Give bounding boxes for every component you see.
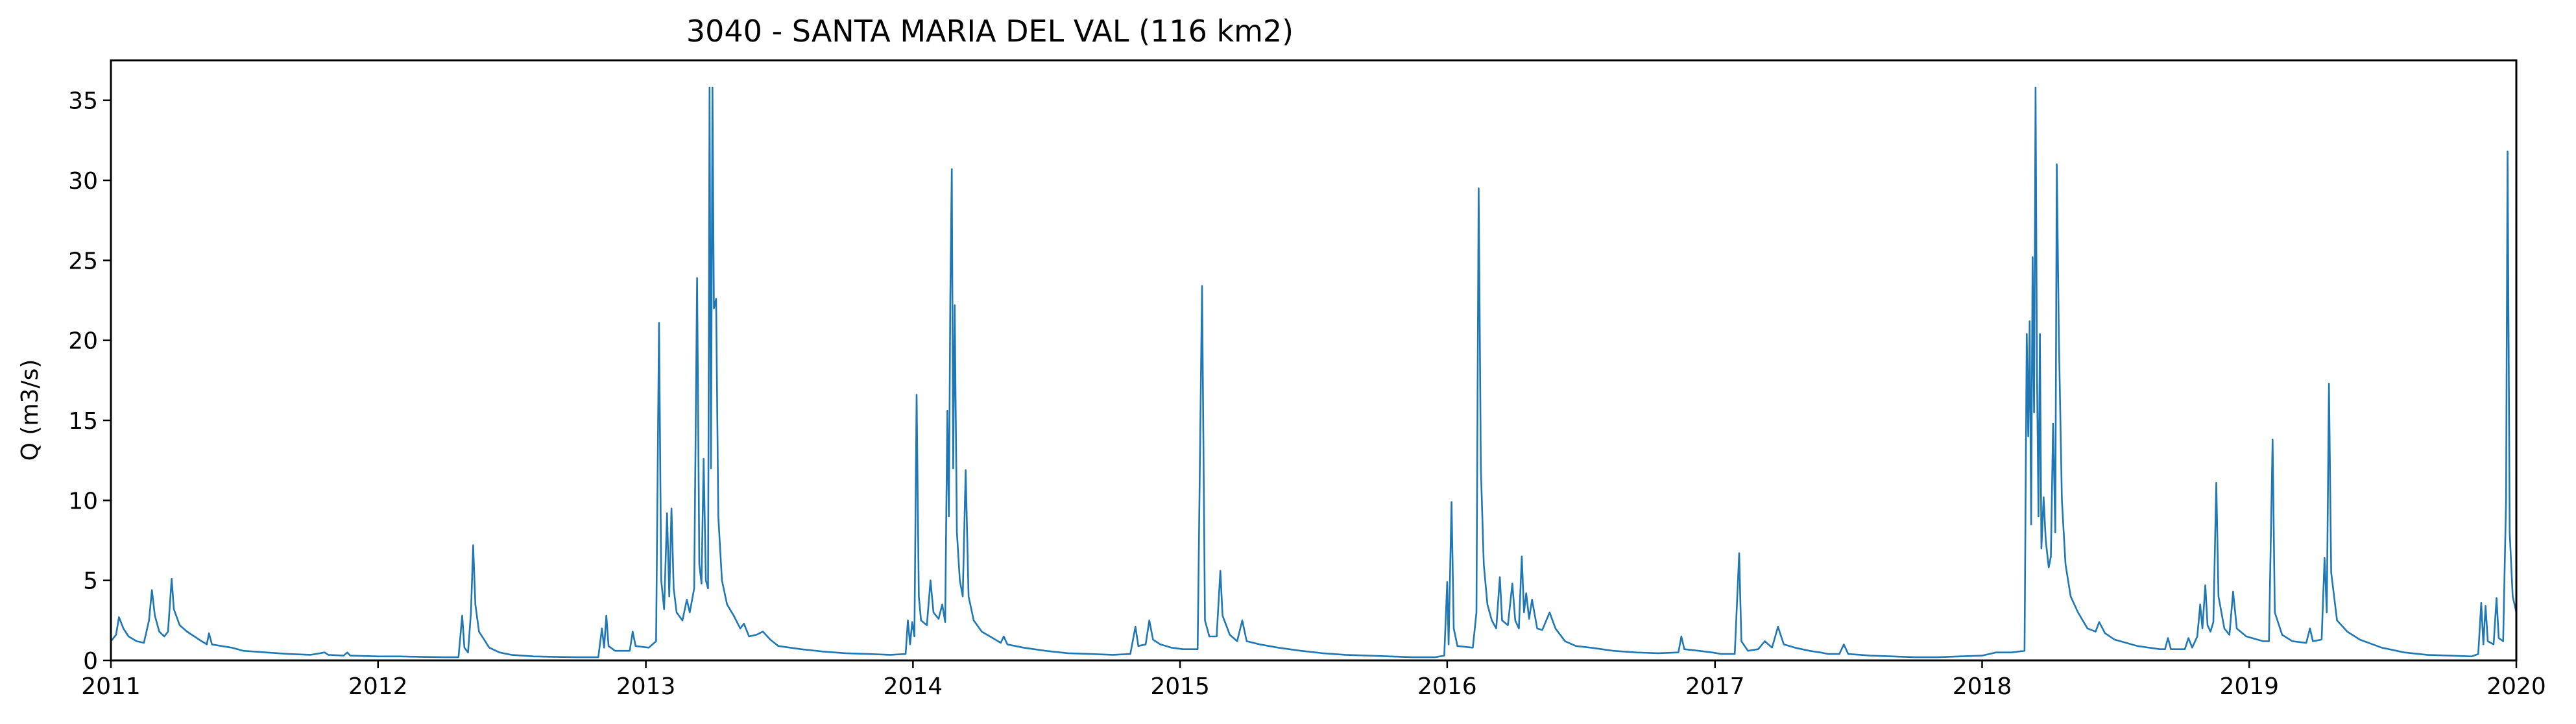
y-tick-label: 0 (83, 648, 98, 675)
x-tick-label: 2018 (1953, 673, 2012, 700)
x-tick-label: 2015 (1150, 673, 1210, 700)
x-tick-label: 2012 (348, 673, 408, 700)
x-tick-label: 2017 (1685, 673, 1745, 700)
y-tick-label: 10 (68, 488, 98, 514)
series-line-0 (111, 88, 2516, 657)
y-tick-label: 20 (68, 328, 98, 355)
x-tick-label: 2014 (884, 673, 943, 700)
y-axis: 0 5 10 15 20 25 30 35 (68, 88, 111, 675)
y-tick-label: 25 (68, 248, 98, 274)
x-tick-label: 2016 (1417, 673, 1477, 700)
plot-area (111, 88, 2516, 657)
chart-title: 3040 - SANTA MARIA DEL VAL (116 km2) (686, 14, 1294, 49)
x-tick-label: 2020 (2486, 673, 2546, 700)
y-tick-label: 30 (68, 168, 98, 195)
y-tick-label: 5 (83, 568, 98, 595)
y-tick-label: 35 (68, 88, 98, 115)
x-tick-label: 2013 (616, 673, 676, 700)
y-axis-label: Q (m3/s) (17, 359, 43, 461)
x-tick-label: 2011 (81, 673, 141, 700)
x-axis: 2011 2012 2013 2014 2015 2016 2017 2018 2019 2020 (81, 660, 2546, 700)
y-tick-label: 15 (68, 408, 98, 435)
x-tick-label: 2019 (2219, 673, 2279, 700)
